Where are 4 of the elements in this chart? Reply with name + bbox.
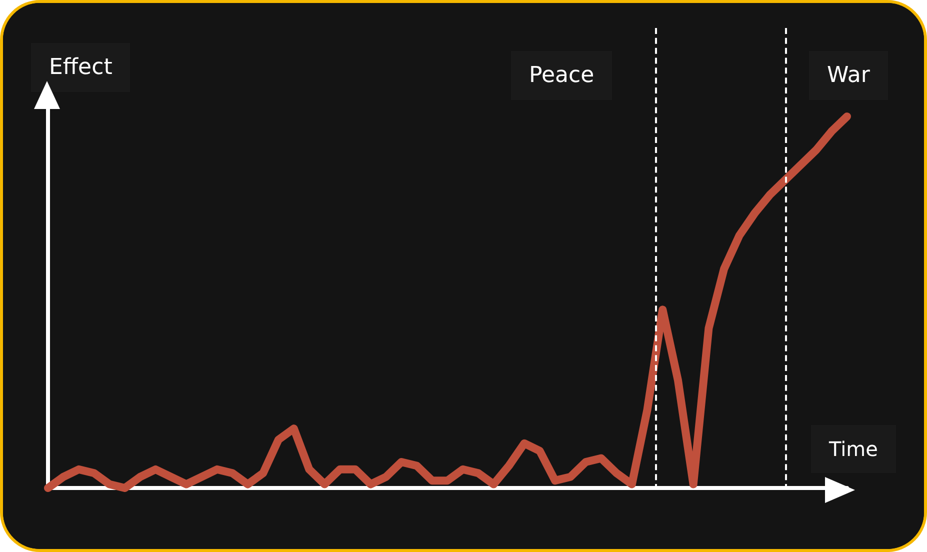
x-axis-title: Time: [811, 425, 896, 473]
y-axis-title: Effect: [31, 43, 130, 92]
text: Peace: [511, 51, 612, 100]
text: War: [809, 51, 888, 100]
